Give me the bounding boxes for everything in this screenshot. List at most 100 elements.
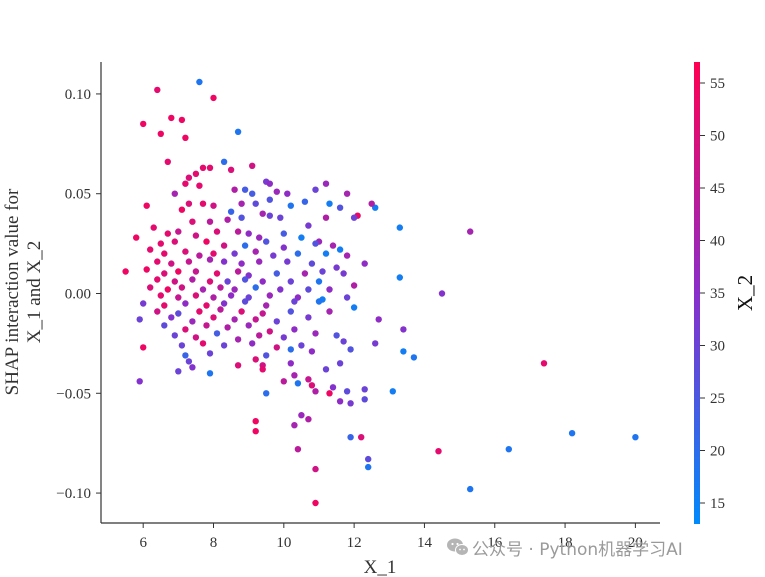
scatter-point: [350, 282, 358, 289]
scatter-point: [168, 260, 175, 267]
scatter-point: [322, 366, 330, 373]
y-axis-label: SHAP interaction value for X_1 and X_2: [2, 188, 45, 395]
colorbar-label-text: X_2: [733, 275, 757, 311]
scatter-point: [308, 260, 316, 267]
scatter-point: [259, 278, 266, 285]
y-axis-ticks: −0.10 −0.05 0.00 0.05 0.10: [56, 87, 101, 502]
scatter-point: [400, 326, 407, 333]
scatter-point: [175, 268, 182, 275]
wechat-icon: [447, 538, 469, 556]
scatter-point: [273, 318, 280, 325]
scatter-point: [336, 360, 344, 367]
scatter-point: [196, 182, 203, 189]
scatter-point: [210, 250, 217, 257]
scatter-point: [252, 428, 259, 435]
scatter-point: [266, 212, 273, 219]
scatter-point: [220, 300, 228, 307]
scatter-point: [231, 316, 238, 323]
x-axis-ticks: 6 8 10 12 14 16 18 20: [139, 523, 643, 551]
scatter-point: [189, 364, 196, 371]
scatter-point: [147, 284, 154, 291]
scatter-point: [234, 228, 242, 235]
scatter-point: [241, 276, 249, 283]
colorbar-tick-label: 50: [710, 129, 725, 145]
scatter-point: [336, 398, 344, 405]
scatter-point: [220, 158, 228, 165]
scatter-point: [224, 278, 231, 285]
scatter-point: [178, 284, 186, 291]
scatter-point: [263, 352, 270, 359]
scatter-point: [140, 344, 147, 351]
scatter-point: [294, 380, 302, 387]
x-tick-label: 10: [276, 535, 291, 551]
scatter-point: [347, 434, 354, 441]
x-tick-label: 16: [487, 535, 503, 551]
scatter-point: [467, 485, 474, 493]
scatter-point: [238, 200, 245, 207]
scatter-point: [361, 260, 368, 267]
scatter-point: [343, 252, 351, 259]
colorbar-tick-label: 35: [710, 286, 725, 302]
scatter-point: [203, 302, 210, 309]
scatter-point: [287, 202, 294, 209]
scatter-point: [287, 308, 294, 315]
scatter-point: [178, 342, 186, 349]
scatter-point: [252, 418, 259, 425]
scatter-point: [315, 278, 323, 285]
scatter-point: [199, 286, 207, 293]
scatter-point: [505, 446, 512, 453]
scatter-point: [241, 242, 249, 249]
scatter-point: [435, 448, 442, 455]
scatter-point: [312, 240, 319, 247]
scatter-point: [467, 228, 474, 235]
y-axis-label-line-2: X_1 and X_2: [24, 241, 45, 343]
scatter-point: [164, 286, 171, 293]
scatter-point: [185, 200, 193, 207]
scatter-point: [365, 463, 372, 471]
scatter-point: [259, 210, 266, 217]
scatter-point: [182, 180, 189, 187]
scatter-point: [568, 430, 576, 437]
scatter-point: [140, 120, 147, 128]
scatter-point: [540, 360, 548, 367]
scatter-point: [133, 234, 140, 241]
scatter-point: [206, 350, 214, 357]
scatter-point: [196, 252, 203, 259]
scatter-point: [122, 268, 129, 275]
x-axis-label: X_1: [364, 557, 397, 577]
scatter-point: [147, 246, 154, 253]
scatter-point: [347, 400, 354, 407]
scatter-point: [157, 240, 164, 247]
scatter-point: [154, 86, 161, 94]
scatter-point: [185, 258, 193, 265]
scatter-point: [192, 292, 200, 299]
scatter-point: [263, 238, 270, 245]
scatter-point: [143, 202, 150, 209]
scatter-point: [329, 242, 337, 249]
x-tick-label: 8: [210, 535, 218, 551]
scatter-point: [154, 276, 161, 283]
scatter-point: [227, 208, 235, 215]
colorbar: [694, 62, 700, 524]
scatter-point: [241, 186, 249, 193]
scatter-point: [361, 386, 368, 393]
scatter-point: [298, 412, 305, 419]
scatter-point: [189, 218, 196, 225]
scatter-point: [350, 304, 358, 311]
scatter-point: [252, 200, 259, 207]
scatter-point: [168, 114, 175, 122]
scatter-point: [256, 332, 263, 339]
scatter-point: [305, 416, 312, 423]
scatter-point: [294, 250, 302, 257]
scatter-point: [178, 206, 186, 213]
colorbar-tick-label: 15: [710, 496, 725, 512]
scatter-point: [171, 238, 178, 245]
scatter-point: [220, 342, 228, 349]
scatter-point: [291, 422, 298, 429]
colorbar-tick-label: 20: [710, 444, 725, 460]
scatter-point: [305, 376, 312, 383]
scatter-point: [256, 234, 263, 241]
scatter-point: [196, 308, 203, 315]
scatter-point: [333, 332, 340, 339]
